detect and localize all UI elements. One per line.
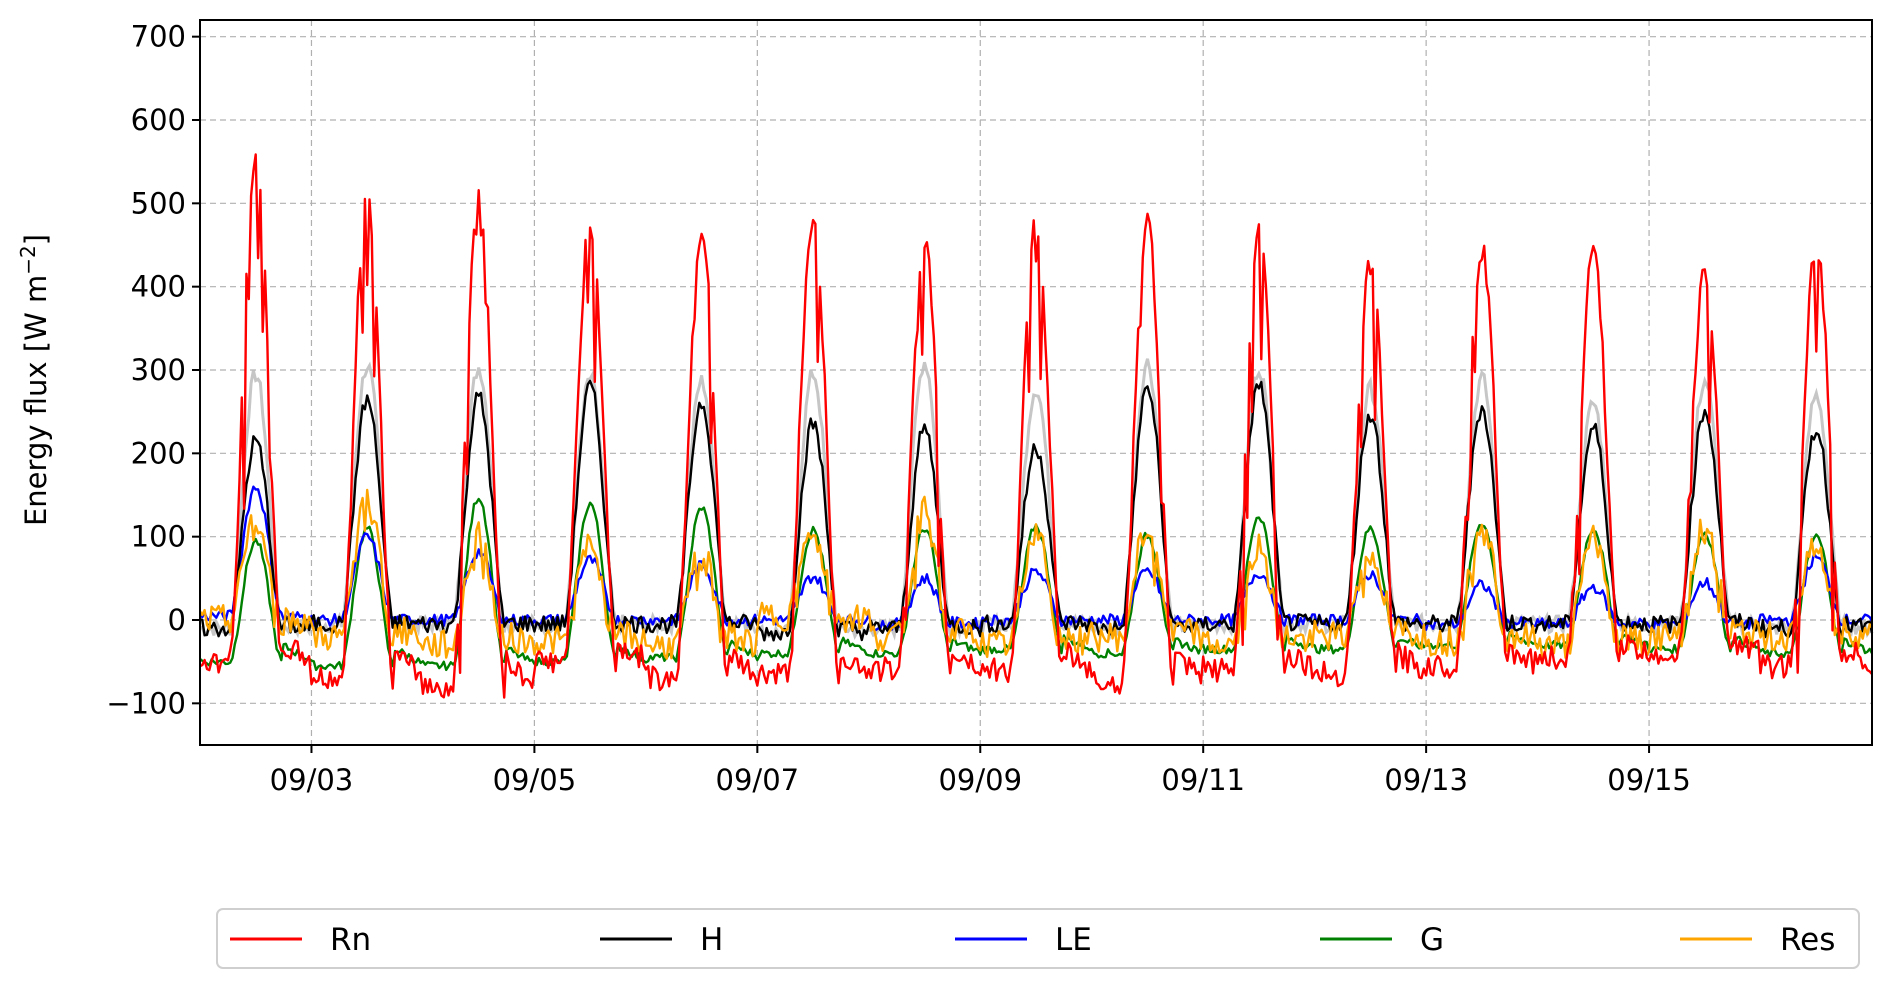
y-tick-label: 100 xyxy=(131,520,186,554)
plot-frame xyxy=(199,19,1873,746)
x-tick-label: 09/15 xyxy=(1607,763,1691,797)
series-line-h xyxy=(199,379,1874,642)
legend-label-rn: Rn xyxy=(330,922,371,958)
legend-label-le: LE xyxy=(1055,922,1092,958)
series-line-res xyxy=(198,488,1874,660)
y-tick-label: 600 xyxy=(131,103,186,137)
x-tick-label: 09/03 xyxy=(270,763,354,797)
x-tick-label: 09/13 xyxy=(1384,763,1468,797)
y-tick-label: 300 xyxy=(131,353,186,387)
legend: Rn H LE G Res xyxy=(216,908,1860,969)
x-tick-label: 09/05 xyxy=(493,763,577,797)
legend-label-h: H xyxy=(700,922,723,958)
series-line-le xyxy=(199,485,1874,632)
legend-label-res: Res xyxy=(1780,922,1835,958)
uncertainty-band-line xyxy=(199,358,1873,641)
uncertainty-band xyxy=(199,358,1873,641)
series-layer xyxy=(198,153,1874,699)
y-tick-label: −100 xyxy=(106,686,186,720)
y-tick-label: 400 xyxy=(131,270,186,304)
x-axis-ticks: 09/03 09/05 09/07 09/09 09/11 09/13 09/15 xyxy=(270,745,1691,797)
series-line-rn xyxy=(199,153,1873,699)
legend-label-g: G xyxy=(1420,922,1444,958)
x-tick-label: 09/07 xyxy=(716,763,800,797)
y-tick-label: 200 xyxy=(131,436,186,470)
legend-frame xyxy=(216,908,1860,969)
y-axis-ticks: −100 0 100 200 300 400 500 600 700 xyxy=(106,20,200,720)
y-tick-label: 0 xyxy=(168,603,186,637)
x-tick-label: 09/09 xyxy=(938,763,1022,797)
y-axis-label: Energy flux [W m−2] xyxy=(16,234,53,526)
y-tick-label: 700 xyxy=(131,20,186,54)
y-tick-label: 500 xyxy=(131,186,186,220)
x-tick-label: 09/11 xyxy=(1161,763,1245,797)
